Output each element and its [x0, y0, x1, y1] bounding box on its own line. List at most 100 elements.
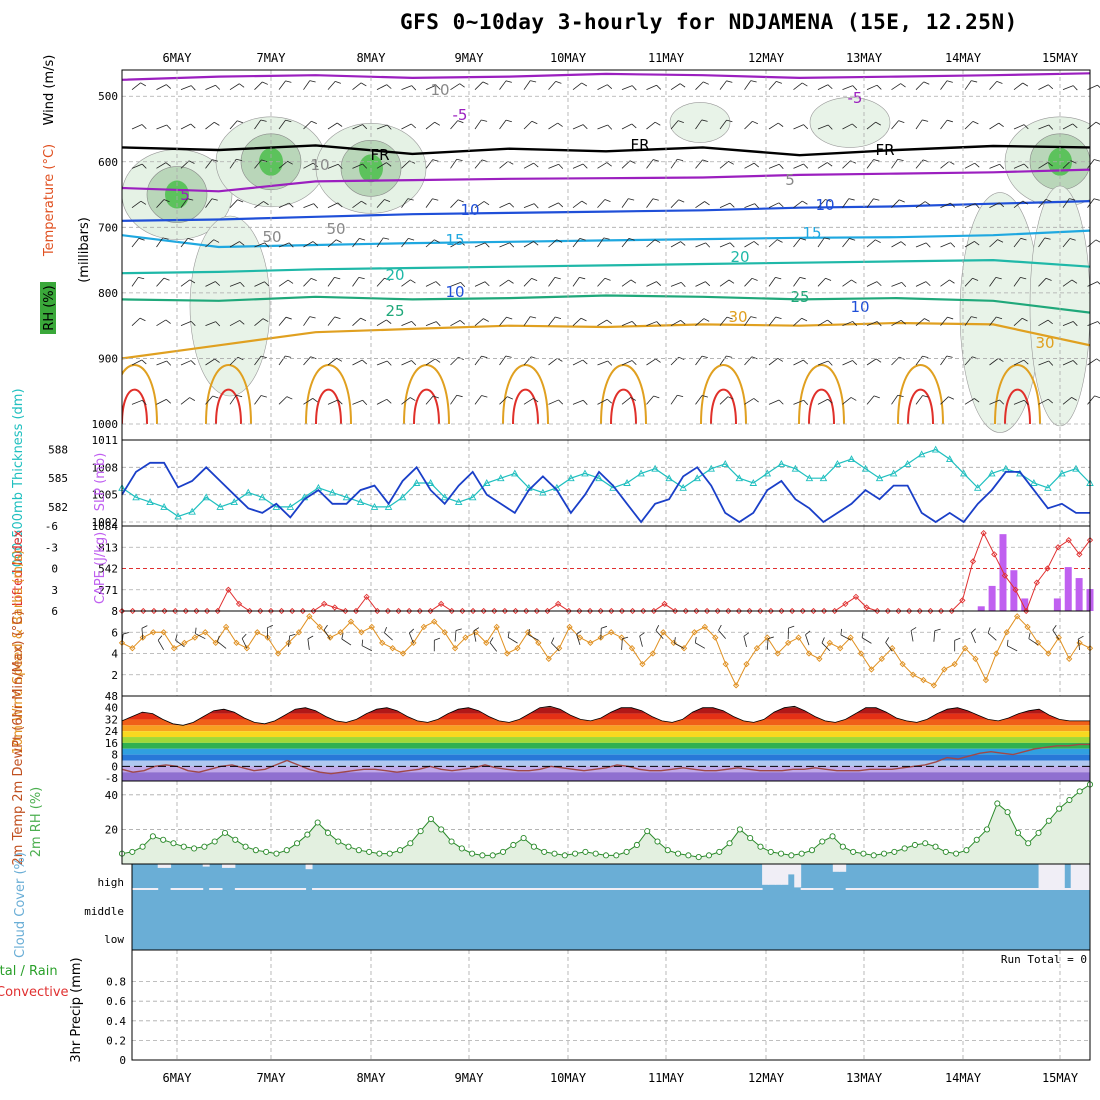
rh-series-marker-5 [170, 840, 177, 847]
surface-wind-barb-78 [933, 630, 936, 642]
upper-wind-barb-334 [474, 395, 482, 405]
upper-wind-barb-91 [401, 160, 410, 169]
lifted-index-series-marker-69 [852, 593, 860, 600]
upper-wind-barb-64 [719, 119, 727, 130]
thickness-series-marker-15 [328, 488, 337, 496]
upper-wind-barb-72-flag [922, 119, 929, 122]
wind-speed-series-marker-34 [472, 629, 480, 636]
upper-wind-barb-242 [180, 321, 192, 327]
upper-wind-barb-359 [1087, 395, 1095, 405]
wind-speed-series-marker-11 [233, 639, 240, 647]
cloud-high-clear-147 [1077, 864, 1085, 890]
upper-wind-barb-47 [303, 120, 312, 130]
cloud-high-gap-72 [594, 888, 602, 890]
thickness-series-marker-26 [482, 479, 491, 486]
upper-wind-barb-38-flag [1072, 85, 1078, 91]
upper-wind-barb-89-flag [362, 163, 368, 169]
rh-series-marker-85 [994, 800, 1001, 807]
upper-wind-barb-316 [1013, 359, 1025, 366]
upper-wind-barb-109 [842, 160, 851, 169]
thickness-tick-585: 585 [48, 472, 68, 485]
rh-series-marker-8 [201, 843, 208, 850]
cloud-high-clear-141 [1038, 864, 1046, 890]
upper-wind-barb-104-flag [728, 161, 734, 165]
upper-wind-barb-4-flag [239, 83, 245, 88]
wind-speed-series-marker-56 [701, 623, 709, 631]
wind-speed-series-marker-8 [202, 629, 209, 636]
upper-wind-barb-170 [376, 237, 384, 248]
wind-speed-series-marker-31 [441, 629, 448, 636]
lifted-index-series-marker-41 [554, 600, 562, 608]
wind-speed-series-marker-83 [982, 676, 990, 684]
cloud-high-gap-51 [459, 888, 467, 890]
upper-wind-barb-245 [254, 318, 264, 326]
upper-wind-barb-259-flag [606, 319, 612, 325]
cloud-high-gap-91 [717, 888, 725, 890]
upper-wind-barb-241 [156, 319, 167, 327]
cloud-high-clear-102 [787, 864, 795, 875]
rh-series-marker-23 [355, 847, 362, 854]
upper-wind-barb-5-flag [262, 81, 268, 85]
contour-label-21: 50 [326, 220, 345, 238]
surface-wind-barb-68-flag [821, 637, 825, 644]
upper-wind-barb-137-flag [558, 202, 564, 208]
cloud-high-gap-145 [1064, 888, 1072, 890]
surface-wind-barb-36-flag [489, 637, 494, 643]
wind-speed-series-marker-44 [576, 634, 584, 641]
rh-series-marker-13 [252, 847, 259, 854]
upper-wind-barb-118-flag [1070, 160, 1077, 164]
upper-wind-barb-31 [891, 83, 901, 91]
upper-wind-barb-79 [1087, 121, 1097, 130]
wind-speed-series-marker-35 [483, 639, 490, 647]
upper-wind-barb-177 [548, 239, 557, 248]
surface-wind-barb-50 [639, 635, 643, 647]
surface-isotherm-red-7 [808, 388, 835, 425]
upper-wind-barb-57 [548, 122, 558, 130]
upper-wind-barb-305 [744, 356, 753, 366]
thickness-series-marker-10 [258, 493, 267, 501]
upper-wind-barb-219-flag [604, 277, 611, 281]
upper-wind-barb-164 [229, 241, 240, 248]
cloud-high-gap-64 [543, 888, 551, 890]
thickness-series-marker-49 [805, 474, 814, 482]
upper-wind-barb-317-flag [1048, 360, 1054, 366]
upper-wind-barb-10-flag [386, 84, 392, 89]
upper-wind-barb-186 [768, 239, 778, 248]
upper-wind-barb-162-flag [187, 237, 194, 241]
surface-isotherm-orange-5 [600, 364, 647, 425]
upper-wind-barb-195-flag [997, 239, 1004, 243]
upper-wind-barb-132-flag [432, 198, 439, 201]
isotherm-7 [122, 321, 1090, 360]
rh-region-core-0 [165, 180, 189, 209]
upper-wind-barb-152 [915, 201, 926, 208]
upper-wind-barb-275-flag [996, 316, 1003, 320]
upper-wind-barb-217 [548, 277, 556, 287]
upper-wind-barb-262 [670, 320, 681, 327]
rh-series-marker-88 [1025, 840, 1032, 847]
lifted-index-series-marker-11 [235, 600, 243, 608]
surface-wind-barb-36 [489, 642, 498, 652]
cloud-high-gap-9 [189, 888, 197, 890]
upper-wind-barb-223 [695, 281, 706, 287]
upper-wind-barb-61 [646, 121, 656, 130]
upper-wind-barb-157 [1038, 199, 1047, 208]
upper-wind-barb-290-flag [386, 360, 392, 366]
upper-wind-barb-50 [376, 124, 388, 130]
upper-wind-barb-19 [597, 84, 608, 91]
thickness-series-marker-3 [160, 502, 168, 510]
upper-wind-barb-37-flag [1048, 84, 1054, 90]
upper-wind-barb-36-flag [1022, 82, 1029, 87]
upper-wind-barb-268 [817, 319, 828, 327]
surface-wind-barb-82-flag [971, 628, 976, 634]
upper-wind-barb-165-flag [264, 242, 270, 248]
upper-wind-barb-254 [474, 318, 484, 326]
rh-series-marker-74 [880, 850, 888, 857]
cloud-high-gap-18 [247, 888, 255, 890]
upper-wind-barb-271 [891, 319, 902, 327]
upper-wind-barb-277 [1038, 319, 1049, 327]
upper-wind-barb-265 [744, 316, 752, 326]
wind-speed-series-marker-14 [264, 634, 271, 641]
upper-wind-barb-252-flag [435, 321, 441, 327]
upper-wind-barb-113 [940, 161, 950, 169]
upper-wind-barb-228 [817, 277, 826, 287]
